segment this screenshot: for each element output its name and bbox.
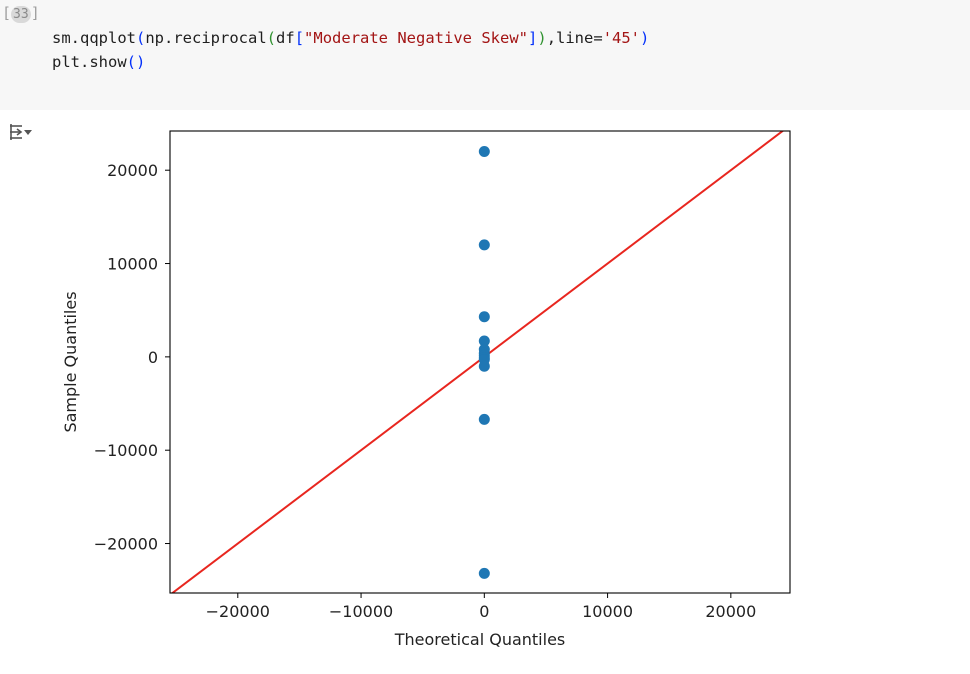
execution-count-number: 33 bbox=[11, 6, 31, 23]
data-point bbox=[478, 335, 490, 347]
axes-frame bbox=[169, 130, 791, 594]
x-axis-label: Theoretical Quantiles bbox=[394, 630, 566, 649]
code-token: ( bbox=[136, 29, 146, 47]
y-tick-label: 20000 bbox=[107, 161, 158, 180]
code-token: np.reciprocal bbox=[145, 29, 267, 47]
data-point bbox=[478, 311, 490, 323]
code-token: [ bbox=[294, 29, 305, 47]
y-axis-label: Sample Quantiles bbox=[61, 291, 80, 432]
execution-count: [33] bbox=[2, 4, 40, 23]
data-point bbox=[478, 360, 490, 372]
x-tick-label: −20000 bbox=[206, 602, 270, 621]
exec-bracket-open: [ bbox=[2, 4, 12, 22]
code-token: ( bbox=[266, 29, 277, 47]
code-token: '45' bbox=[602, 29, 641, 47]
code-token: ) bbox=[537, 29, 547, 47]
code-token: ,line= bbox=[546, 29, 603, 47]
code-token: "Moderate Negative Skew" bbox=[304, 29, 528, 47]
qq-plot: −20000 −10000 0 10000 20000 −20000 −10000 0 100… bbox=[61, 130, 791, 649]
code-token: ] bbox=[528, 29, 538, 47]
code-cell[interactable]: [33] sm.qqplot(np.reciprocal(df["Moderat… bbox=[0, 0, 970, 110]
code-line-2: plt.show() bbox=[52, 50, 649, 74]
code-token: sm.qqplot bbox=[52, 29, 136, 47]
x-tick-label: 0 bbox=[479, 602, 489, 621]
x-tick-label: 20000 bbox=[705, 602, 756, 621]
exec-bracket-close: ] bbox=[30, 4, 40, 22]
data-point bbox=[478, 146, 490, 158]
code-token: ( bbox=[126, 53, 136, 71]
y-tick-label: −10000 bbox=[94, 441, 158, 460]
code-token: ) bbox=[136, 53, 146, 71]
code-editor[interactable]: sm.qqplot(np.reciprocal(df["Moderate Neg… bbox=[52, 26, 649, 74]
x-tick-label: −10000 bbox=[329, 602, 393, 621]
data-point bbox=[478, 413, 490, 425]
data-point bbox=[478, 239, 490, 251]
code-token: plt.show bbox=[52, 53, 127, 71]
y-tick-label: 10000 bbox=[107, 255, 158, 274]
y-tick-label: −20000 bbox=[94, 535, 158, 554]
code-token: ) bbox=[640, 29, 650, 47]
x-tick-label: 10000 bbox=[582, 602, 633, 621]
output-toggle-icon[interactable] bbox=[8, 121, 34, 143]
code-token: df bbox=[276, 29, 295, 47]
y-tick-label: 0 bbox=[148, 348, 158, 367]
data-point bbox=[478, 567, 490, 579]
code-line-1: sm.qqplot(np.reciprocal(df["Moderate Neg… bbox=[52, 26, 649, 50]
